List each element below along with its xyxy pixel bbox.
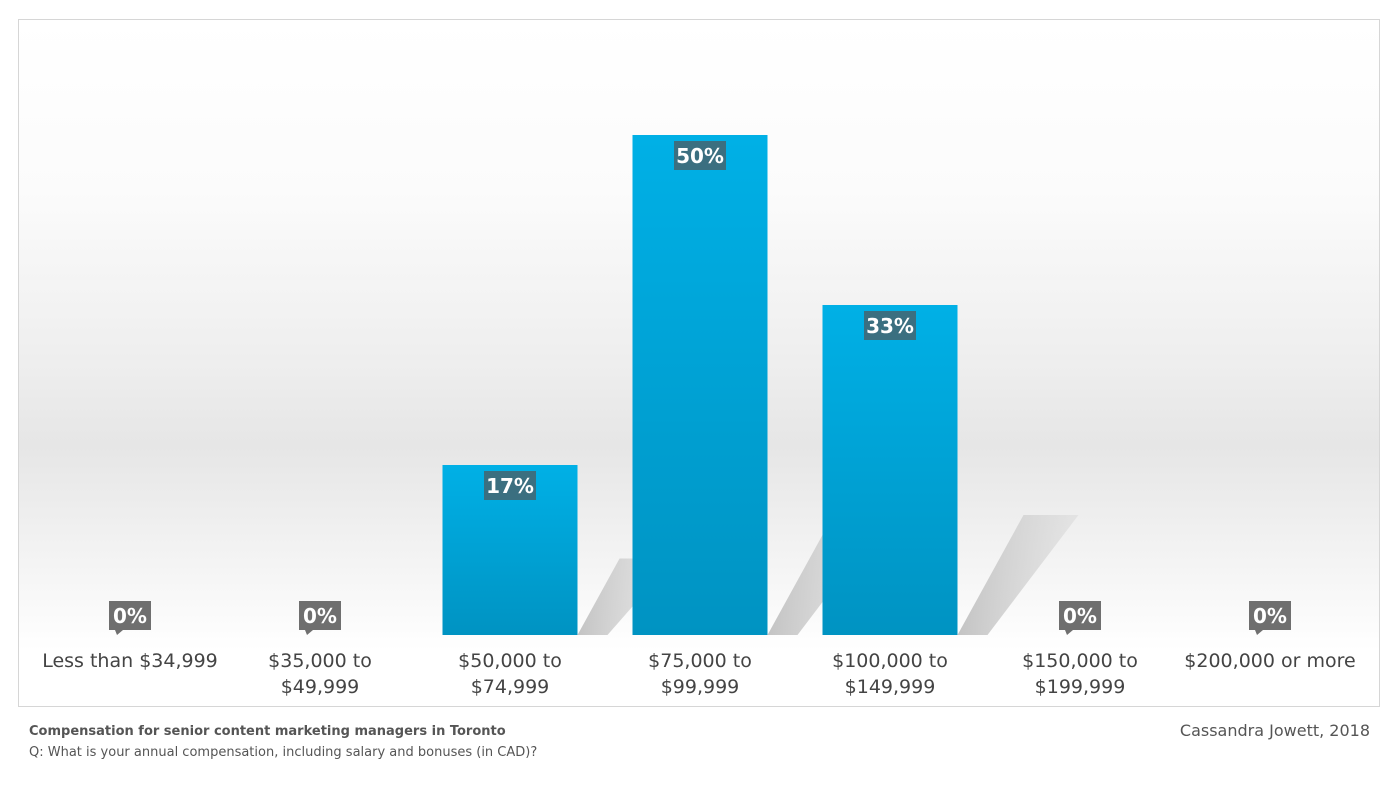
chart-panel: 0% 0% 17% 50% 33% 0% 0% Less than $34,999 $35,0… (18, 19, 1380, 707)
data-labels: 0% 0% 17% 50% 33% 0% 0% (109, 141, 1291, 635)
data-label: 0% (1063, 604, 1097, 628)
category-label: $200,000 or more (1184, 650, 1356, 672)
data-label-box (674, 141, 726, 170)
bar (822, 305, 958, 635)
data-label: 0% (1253, 604, 1287, 628)
zero-label-callout (299, 601, 341, 635)
category-label: $150,000 to $199,999 (1022, 650, 1138, 698)
data-label: 17% (486, 474, 534, 498)
category-label: $50,000 to $74,999 (458, 650, 562, 698)
zero-label-callout (1249, 601, 1291, 635)
data-label: 33% (866, 314, 914, 338)
bars (442, 135, 958, 635)
category-label: $100,000 to $149,999 (832, 650, 948, 698)
data-label: 0% (113, 604, 147, 628)
zero-label-callout (1059, 601, 1101, 635)
category-label: Less than $34,999 (42, 650, 218, 672)
bar (632, 135, 768, 635)
data-label-box (864, 311, 916, 340)
data-label: 50% (676, 144, 724, 168)
category-label: $75,000 to $99,999 (648, 650, 752, 698)
chart-title: Compensation for senior content marketin… (29, 724, 506, 739)
bar-shadow (957, 515, 1079, 635)
category-label: $35,000 to $49,999 (268, 650, 372, 698)
data-label-box (484, 471, 536, 500)
bar-chart: 0% 0% 17% 50% 33% 0% 0% (109, 135, 1291, 635)
chart-credit: Cassandra Jowett, 2018 (1179, 721, 1370, 740)
data-label: 0% (303, 604, 337, 628)
zero-label-callout (109, 601, 151, 635)
chart-subtitle: Q: What is your annual compensation, inc… (29, 745, 538, 760)
